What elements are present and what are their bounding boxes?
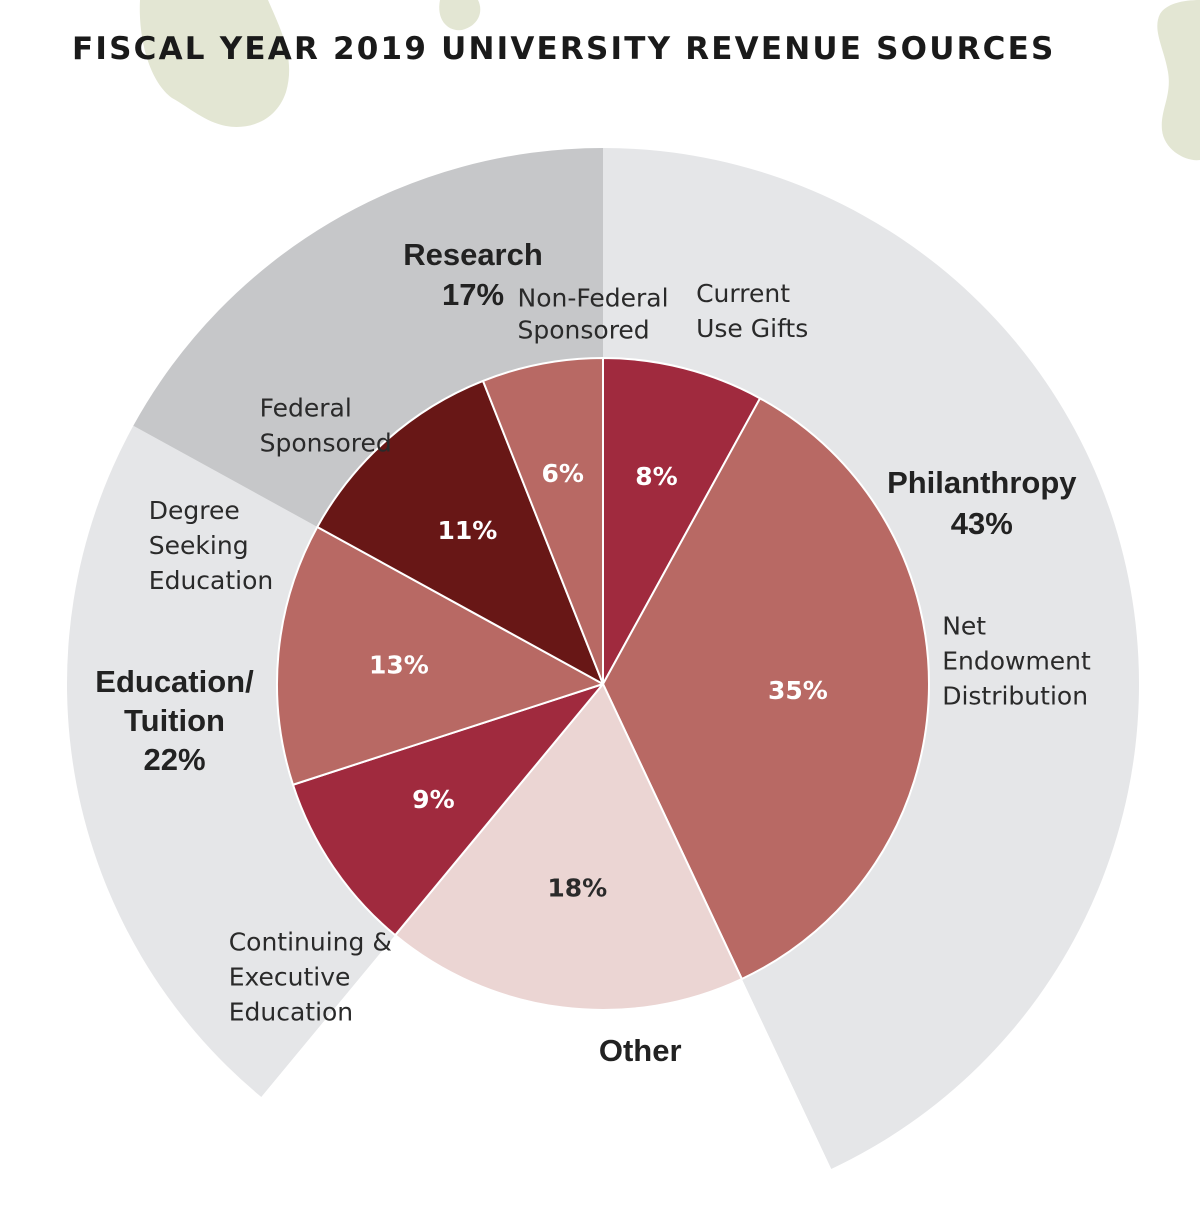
slice-label-federal-sponsored: Federal bbox=[260, 394, 352, 423]
slice-label-non-federal-sponsored: Sponsored bbox=[518, 316, 650, 345]
slice-label-current-use-gifts: Current bbox=[696, 279, 790, 308]
value-label-non-federal-sponsored: 6% bbox=[541, 459, 583, 488]
group-label-philanthropy: 43% bbox=[951, 506, 1013, 541]
group-label-education: Tuition bbox=[124, 703, 225, 738]
map-blob-center bbox=[439, 0, 481, 31]
group-label-other: Other bbox=[599, 1033, 682, 1068]
value-label-current-use-gifts: 8% bbox=[635, 462, 677, 491]
chart-title: FISCAL YEAR 2019 UNIVERSITY REVENUE SOUR… bbox=[72, 31, 1056, 67]
value-label-other: 18% bbox=[547, 873, 607, 902]
slice-label-continuing-executive-education: Continuing & bbox=[229, 927, 392, 956]
slice-label-current-use-gifts: Use Gifts bbox=[696, 314, 808, 343]
slice-label-net-endowment-distribution: Distribution bbox=[942, 681, 1088, 710]
slice-degree-seeking-education bbox=[276, 525, 604, 786]
group-label-research: 17% bbox=[442, 277, 504, 312]
value-labels: 8% 35% 18% 9% 13% 11% 6% bbox=[369, 459, 828, 903]
slice-non-federal-sponsored bbox=[481, 357, 604, 685]
slice-federal-sponsored bbox=[316, 379, 604, 685]
slice-label-net-endowment-distribution: Endowment bbox=[942, 646, 1091, 675]
background-decoration bbox=[139, 0, 1200, 161]
value-label-federal-sponsored: 11% bbox=[437, 516, 497, 545]
map-blob-right bbox=[1157, 0, 1200, 161]
group-labels: Philanthropy 43% Other Education/Tuition 22%… bbox=[95, 237, 1077, 1068]
slice-label-degree-seeking-education: Seeking bbox=[149, 531, 249, 560]
slice-current-use-gifts bbox=[602, 357, 762, 685]
slice-net-endowment-distribution bbox=[602, 397, 930, 980]
slice-labels: Current Use Gifts Net Endowment Distribution… bbox=[149, 279, 1091, 1027]
value-label-continuing-executive-education: 9% bbox=[412, 785, 454, 814]
slice-label-non-federal-sponsored: Non-Federal bbox=[518, 284, 669, 313]
group-label-philanthropy: Philanthropy bbox=[887, 465, 1077, 500]
value-label-degree-seeking-education: 13% bbox=[369, 651, 429, 680]
group-label-education: 22% bbox=[143, 742, 205, 777]
value-label-net-endowment-distribution: 35% bbox=[768, 676, 828, 705]
slice-label-continuing-executive-education: Education bbox=[229, 997, 353, 1026]
slice-label-continuing-executive-education: Executive bbox=[229, 962, 351, 991]
inner-pie bbox=[276, 357, 930, 1011]
slice-label-degree-seeking-education: Education bbox=[149, 566, 273, 595]
slice-other bbox=[394, 683, 743, 1011]
slice-label-degree-seeking-education: Degree bbox=[149, 496, 240, 525]
group-label-education: Education/ bbox=[95, 664, 254, 699]
map-blob-left bbox=[139, 0, 290, 127]
slice-label-federal-sponsored: Sponsored bbox=[260, 429, 392, 458]
group-label-research: Research bbox=[403, 237, 543, 272]
slice-label-net-endowment-distribution: Net bbox=[942, 611, 986, 640]
slice-continuing-executive-education bbox=[291, 683, 604, 937]
